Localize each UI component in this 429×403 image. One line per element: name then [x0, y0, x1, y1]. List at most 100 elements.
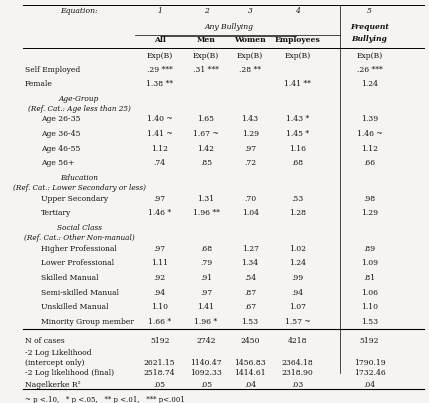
Text: 2450: 2450	[240, 337, 260, 345]
Text: .74: .74	[154, 160, 166, 168]
Text: N of cases: N of cases	[25, 337, 65, 345]
Text: .89: .89	[363, 245, 376, 253]
Text: .97: .97	[154, 195, 166, 203]
Text: 1.24: 1.24	[289, 259, 306, 267]
Text: .26 ***: .26 ***	[356, 66, 382, 73]
Text: Upper Secondary: Upper Secondary	[41, 195, 108, 203]
Text: 1.43: 1.43	[242, 115, 259, 123]
Text: 5192: 5192	[360, 337, 379, 345]
Text: 1.28: 1.28	[289, 210, 306, 217]
Text: .66: .66	[363, 160, 376, 168]
Text: Age 46-55: Age 46-55	[41, 145, 81, 153]
Text: Social Class: Social Class	[57, 224, 102, 232]
Text: .31 ***: .31 ***	[193, 66, 219, 73]
Text: 1.42: 1.42	[197, 145, 214, 153]
Text: .05: .05	[200, 381, 212, 389]
Text: 1092.33: 1092.33	[190, 369, 222, 377]
Text: 1456.83: 1456.83	[234, 359, 266, 367]
Text: 2742: 2742	[196, 337, 216, 345]
Text: Nagelkerke R²: Nagelkerke R²	[25, 381, 81, 389]
Text: .29 ***: .29 ***	[147, 66, 172, 73]
Text: 1.46 ~: 1.46 ~	[356, 130, 382, 138]
Text: Age 36-45: Age 36-45	[41, 130, 81, 138]
Text: Education: Education	[60, 174, 98, 182]
Text: .79: .79	[200, 259, 212, 267]
Text: Higher Professional: Higher Professional	[41, 245, 117, 253]
Text: Any Bullying: Any Bullying	[204, 23, 253, 31]
Text: Unskilled Manual: Unskilled Manual	[41, 303, 109, 312]
Text: .99: .99	[292, 274, 304, 282]
Text: 1.09: 1.09	[361, 259, 378, 267]
Text: .92: .92	[154, 274, 166, 282]
Text: 1.31: 1.31	[197, 195, 214, 203]
Text: -2 Log Likelihood: -2 Log Likelihood	[25, 349, 91, 357]
Text: .68: .68	[292, 160, 304, 168]
Text: 1.04: 1.04	[242, 210, 259, 217]
Text: 1.02: 1.02	[289, 245, 306, 253]
Text: Exp(B): Exp(B)	[147, 52, 173, 60]
Text: -2 Log likelihood (final): -2 Log likelihood (final)	[25, 369, 114, 377]
Text: .94: .94	[292, 289, 304, 297]
Text: .97: .97	[244, 145, 256, 153]
Text: 1.46 *: 1.46 *	[148, 210, 171, 217]
Text: 1.66 *: 1.66 *	[148, 318, 171, 326]
Text: 1.53: 1.53	[242, 318, 259, 326]
Text: Frequent: Frequent	[350, 23, 389, 31]
Text: Exp(B): Exp(B)	[237, 52, 263, 60]
Text: 4218: 4218	[288, 337, 307, 345]
Text: 1.67 ~: 1.67 ~	[193, 130, 219, 138]
Text: 1.12: 1.12	[361, 145, 378, 153]
Text: .54: .54	[244, 274, 256, 282]
Text: 1.34: 1.34	[242, 259, 259, 267]
Text: All: All	[154, 36, 166, 44]
Text: Equation:: Equation:	[60, 7, 98, 15]
Text: Female: Female	[25, 80, 53, 88]
Text: .97: .97	[154, 245, 166, 253]
Text: Tertiary: Tertiary	[41, 210, 71, 217]
Text: 1.07: 1.07	[289, 303, 306, 312]
Text: .67: .67	[244, 303, 256, 312]
Text: 4: 4	[295, 7, 300, 15]
Text: .81: .81	[363, 274, 376, 282]
Text: (Ref. Cat.: Other Non-manual): (Ref. Cat.: Other Non-manual)	[24, 234, 135, 242]
Text: (intercept only): (intercept only)	[25, 359, 85, 367]
Text: 1414.61: 1414.61	[234, 369, 266, 377]
Text: 5192: 5192	[150, 337, 169, 345]
Text: 1.45 *: 1.45 *	[286, 130, 309, 138]
Text: 1.10: 1.10	[151, 303, 168, 312]
Text: Age 26-35: Age 26-35	[41, 115, 81, 123]
Text: 3: 3	[248, 7, 253, 15]
Text: .98: .98	[363, 195, 376, 203]
Text: Minority Group member: Minority Group member	[41, 318, 134, 326]
Text: Exp(B): Exp(B)	[284, 52, 311, 60]
Text: Lower Professional: Lower Professional	[41, 259, 114, 267]
Text: 1.11: 1.11	[151, 259, 168, 267]
Text: 1.10: 1.10	[361, 303, 378, 312]
Text: 1.16: 1.16	[289, 145, 306, 153]
Text: 1.24: 1.24	[361, 80, 378, 88]
Text: .97: .97	[200, 289, 212, 297]
Text: (Ref. Cat.: Age less than 25): (Ref. Cat.: Age less than 25)	[28, 105, 131, 113]
Text: 1.57 ~: 1.57 ~	[285, 318, 311, 326]
Text: 1.39: 1.39	[361, 115, 378, 123]
Text: Age-Group: Age-Group	[59, 95, 100, 103]
Text: Semi-skilled Manual: Semi-skilled Manual	[41, 289, 119, 297]
Text: .87: .87	[244, 289, 256, 297]
Text: Age 56+: Age 56+	[41, 160, 75, 168]
Text: .53: .53	[291, 195, 304, 203]
Text: 1: 1	[157, 7, 162, 15]
Text: 5: 5	[367, 7, 372, 15]
Text: .05: .05	[154, 381, 166, 389]
Text: 1.27: 1.27	[242, 245, 259, 253]
Text: 1.96 **: 1.96 **	[193, 210, 219, 217]
Text: 1.41: 1.41	[197, 303, 214, 312]
Text: .94: .94	[154, 289, 166, 297]
Text: 1732.46: 1732.46	[353, 369, 385, 377]
Text: .28 **: .28 **	[239, 66, 261, 73]
Text: .91: .91	[200, 274, 212, 282]
Text: (Ref. Cat.: Lower Secondary or less): (Ref. Cat.: Lower Secondary or less)	[13, 184, 146, 192]
Text: 2: 2	[203, 7, 208, 15]
Text: .68: .68	[200, 245, 212, 253]
Text: 1.12: 1.12	[151, 145, 168, 153]
Text: 1.65: 1.65	[197, 115, 214, 123]
